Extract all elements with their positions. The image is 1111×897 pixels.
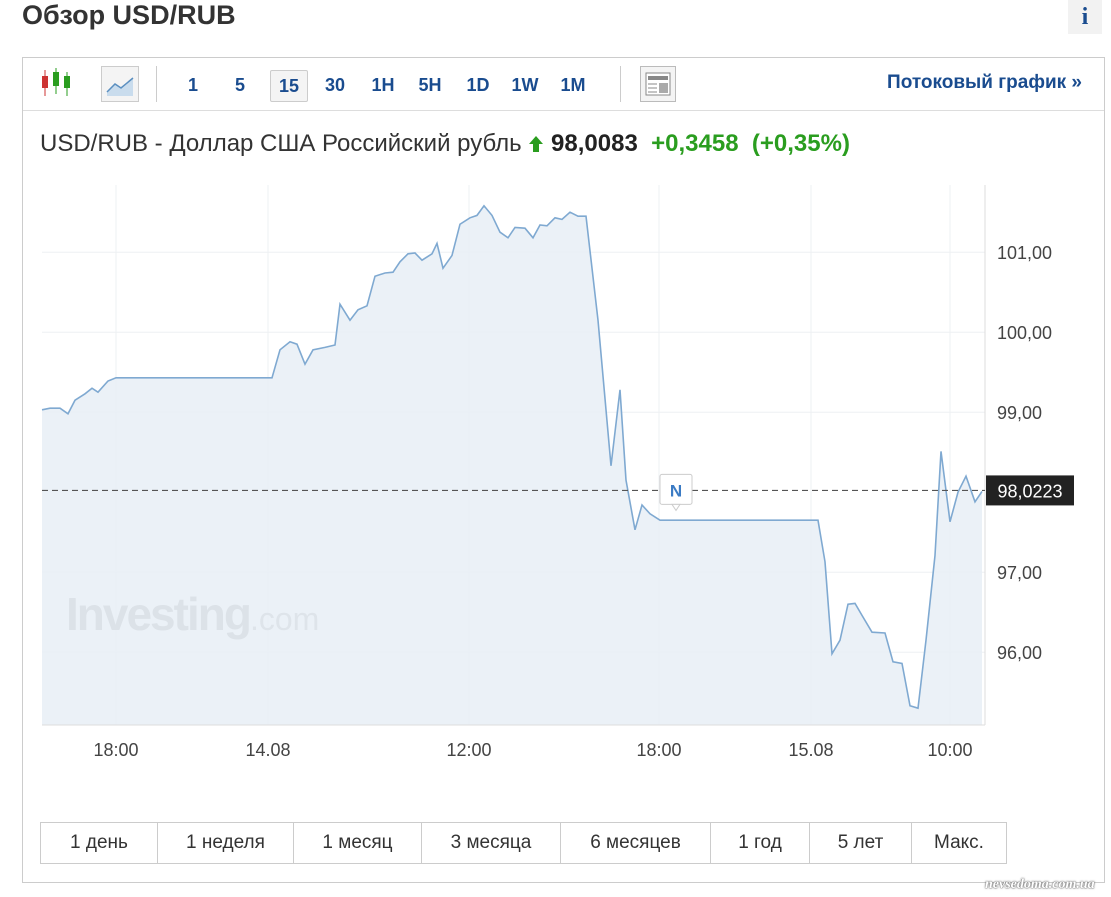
price: 98,0083 <box>551 130 638 157</box>
range-button[interactable]: 3 месяца <box>422 823 561 863</box>
news-icon[interactable] <box>640 66 676 102</box>
range-button[interactable]: 1 месяц <box>294 823 422 863</box>
interval-button[interactable]: 1 <box>187 75 198 95</box>
site-watermark: nevsedoma.com.ua <box>985 877 1095 892</box>
interval-button[interactable]: 1H <box>371 75 395 95</box>
range-button[interactable]: 1 неделя <box>158 823 294 863</box>
interval-button[interactable]: 30 <box>324 75 346 95</box>
range-selector: 1 день 1 неделя 1 месяц 3 месяца 6 месяцев 1 … <box>40 822 1007 864</box>
info-button[interactable]: i <box>1068 0 1102 34</box>
stream-text[interactable]: Потоковый график <box>887 72 1067 93</box>
chart-panel <box>22 57 1105 883</box>
stream-link[interactable]: Потоковый график » <box>887 72 1082 94</box>
range-button[interactable]: Макс. <box>934 832 984 853</box>
range-button[interactable]: 1 день <box>41 823 158 863</box>
page-title: Обзор USD/RUB <box>22 0 236 30</box>
range-button[interactable]: 6 месяцев <box>561 823 711 863</box>
interval-button[interactable]: 5 <box>234 75 245 95</box>
toolbar: Потоковый график » 1 5 15 30 1H 5H 1D 1W 1M <box>23 58 1104 111</box>
candlestick-icon[interactable] <box>37 64 77 104</box>
separator <box>156 66 157 102</box>
interval-button[interactable]: 1W <box>511 75 539 95</box>
separator <box>620 66 621 102</box>
up-arrow <box>529 136 544 152</box>
interval-button[interactable]: 1M <box>560 75 586 95</box>
stream-arrow[interactable]: » <box>1071 72 1082 93</box>
line-chart-icon[interactable] <box>101 66 139 102</box>
change: +0,3458 <box>651 130 739 157</box>
interval-button[interactable]: 15 <box>270 70 308 102</box>
change-percent: (+0,35%) <box>751 130 850 157</box>
range-button[interactable]: 5 лет <box>810 823 912 863</box>
interval-button[interactable]: 5H <box>418 75 442 95</box>
instrument-name: USD/RUB - Доллар США Российский рубль <box>40 130 522 157</box>
interval-button[interactable]: 1D <box>466 75 490 95</box>
quote-line: USD/RUB - Доллар США Российский рубль 98… <box>40 130 850 158</box>
range-button[interactable]: 1 год <box>711 823 810 863</box>
